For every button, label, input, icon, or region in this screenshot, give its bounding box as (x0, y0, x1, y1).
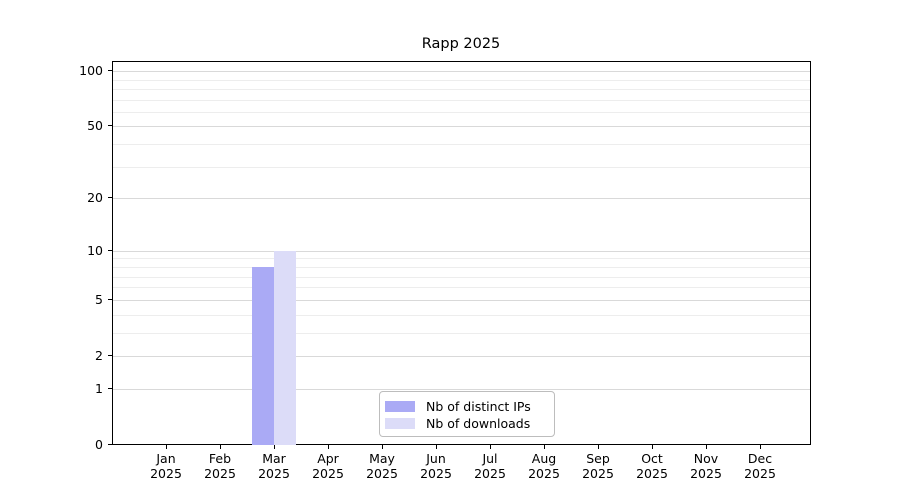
gridline-major (113, 198, 810, 200)
x-tick-label: Jan 2025 (150, 451, 182, 481)
y-tick-mark (108, 197, 112, 199)
x-tick-mark (166, 445, 167, 449)
y-tick-mark (108, 387, 112, 389)
y-tick-mark (108, 249, 112, 251)
legend-swatch-downloads (385, 418, 415, 429)
y-tick-label: 20 (87, 190, 103, 206)
gridline-major (113, 388, 810, 390)
gridline-major (113, 355, 810, 357)
gridline-minor (113, 287, 810, 289)
x-tick-mark (490, 445, 491, 449)
y-tick-mark (108, 70, 112, 72)
gridline-major (113, 126, 810, 128)
y-tick-label: 100 (79, 63, 103, 79)
y-tick-mark (108, 125, 112, 127)
x-tick-label: Oct 2025 (636, 451, 668, 481)
x-tick-label: Dec 2025 (744, 451, 776, 481)
gridline-minor (113, 99, 810, 101)
bar-downloads (274, 250, 296, 445)
gridline-minor (113, 266, 810, 268)
x-tick-label: Jun 2025 (420, 451, 452, 481)
gridline-minor (113, 144, 810, 146)
x-tick-label: Aug 2025 (528, 451, 560, 481)
y-tick-label: 1 (95, 380, 103, 396)
x-tick-mark (652, 445, 653, 449)
gridline-major (113, 250, 810, 252)
gridline-minor (113, 88, 810, 90)
gridline-minor (113, 258, 810, 260)
legend-item: Nb of distinct IPs (385, 398, 545, 415)
gridline-minor (113, 332, 810, 334)
gridline-minor (113, 314, 810, 316)
x-tick-label: Nov 2025 (690, 451, 722, 481)
y-tick-mark (108, 354, 112, 356)
x-tick-mark (274, 445, 275, 449)
y-tick-mark (108, 444, 112, 445)
x-tick-mark (598, 445, 599, 449)
gridline-minor (113, 276, 810, 278)
x-tick-label: Mar 2025 (258, 451, 290, 481)
x-tick-mark (544, 445, 545, 449)
y-tick-label: 50 (87, 118, 103, 134)
x-tick-mark (706, 445, 707, 449)
gridline-major (113, 299, 810, 301)
x-tick-mark (382, 445, 383, 449)
legend-swatch-distinct-ips (385, 401, 415, 412)
legend-item: Nb of downloads (385, 415, 545, 432)
chart-title: Rapp 2025 (421, 36, 501, 52)
bar-distinct-ips (252, 266, 274, 445)
gridline-minor (113, 111, 810, 113)
x-tick-mark (328, 445, 329, 449)
legend: Nb of distinct IPs Nb of downloads (379, 391, 555, 437)
x-tick-mark (220, 445, 221, 449)
x-tick-mark (760, 445, 761, 449)
gridline-minor (113, 79, 810, 81)
legend-label: Nb of downloads (426, 416, 531, 431)
y-tick-label: 2 (95, 347, 103, 363)
plot-area (112, 61, 811, 445)
gridline-major (113, 71, 810, 73)
x-tick-label: Apr 2025 (312, 451, 344, 481)
legend-label: Nb of distinct IPs (426, 399, 531, 414)
y-tick-label: 0 (95, 437, 103, 452)
x-tick-mark (436, 445, 437, 449)
y-tick-label: 10 (87, 242, 103, 258)
x-tick-label: May 2025 (366, 451, 398, 481)
x-tick-label: Sep 2025 (582, 451, 614, 481)
y-tick-label: 5 (95, 291, 103, 307)
gridline-minor (113, 166, 810, 168)
x-tick-label: Feb 2025 (204, 451, 236, 481)
y-tick-mark (108, 298, 112, 300)
x-tick-label: Jul 2025 (474, 451, 506, 481)
